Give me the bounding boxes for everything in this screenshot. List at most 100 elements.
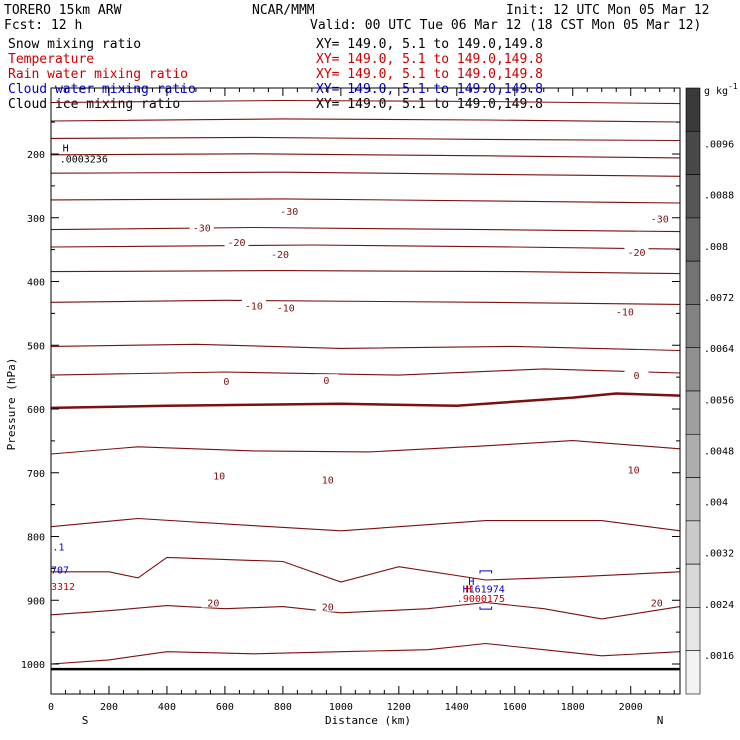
colorbar-swatch <box>685 217 701 262</box>
y-tick-label: 700 <box>27 469 45 480</box>
colorbar-label: .0024 <box>704 600 734 611</box>
colorbar-label: .0016 <box>704 651 734 662</box>
max-annotation: H <box>466 585 472 596</box>
colorbar-swatch <box>685 650 701 695</box>
isotherm-minus-50 <box>50 136 681 142</box>
field-snow-label: Snow mixing ratio <box>8 37 141 52</box>
isotherm-label-bg <box>315 473 340 485</box>
isotherm-lines <box>50 99 681 665</box>
colorbar-label: .0072 <box>704 293 734 304</box>
isotherm-label: 0 <box>223 377 229 388</box>
field-rain-xy: XY= 149.0, 5.1 to 149.0,149.8 <box>316 67 543 82</box>
colorbar-swatch <box>685 520 701 565</box>
colorbar-swatch <box>685 174 701 219</box>
cloud-water-bracket-lower <box>479 606 493 610</box>
max-annotation: .1 <box>52 543 64 554</box>
field-cloud-ice-label: Cloud ice mixing ratio <box>8 97 180 112</box>
isotherm-label: 20 <box>322 603 334 614</box>
isotherm-minus-20 <box>50 270 681 275</box>
valid-time: Valid: 00 UTC Tue 06 Mar 12 (18 CST Mon … <box>310 18 701 33</box>
x-tick-label: 1000 <box>329 702 353 713</box>
isotherm-label: 20 <box>207 599 219 610</box>
isotherm-label: -30 <box>651 214 669 225</box>
isotherm-10 <box>50 517 681 532</box>
isotherm-label: -30 <box>193 224 211 235</box>
isotherm-label-bg <box>624 369 649 381</box>
isotherm-label-bg <box>644 596 669 608</box>
max-annotation: .0003236 <box>60 154 108 165</box>
isotherm-label-bg <box>267 248 292 260</box>
y-tick-label: 600 <box>27 405 45 416</box>
isotherm-label: -10 <box>277 303 295 314</box>
isotherm-label: -10 <box>245 301 263 312</box>
isotherm-label-bg <box>273 301 298 313</box>
isotherm-label-bg <box>314 374 339 386</box>
x-tick-label: 1200 <box>387 702 411 713</box>
x-tick-label: 600 <box>216 702 234 713</box>
colorbar-label: .0088 <box>704 191 734 202</box>
x-tick-label: 2000 <box>619 702 643 713</box>
init-time: Init: 12 UTC Mon 05 Mar 12 <box>506 3 710 18</box>
isotherm-label: -30 <box>280 207 298 218</box>
field-cloud-ice-xy: XY= 149.0, 5.1 to 149.0,149.8 <box>316 97 543 112</box>
colorbar-swatch <box>685 433 701 478</box>
colorbar-swatch <box>685 607 701 652</box>
isotherm-label: 20 <box>651 599 663 610</box>
x-axis-left-end: S <box>82 714 89 727</box>
y-tick-label: 1000 <box>21 660 45 671</box>
colorbar: .0096 .0088 .008 .0072 .0064 .0056 .0048 .004 .0… <box>685 87 734 695</box>
isotherm-labels: -30 -30 -30 -20 -20 -20 -10 -10 -10 0 0 0 10 10 10 20 20… <box>189 205 672 614</box>
max-annotation: 3312 <box>51 582 75 593</box>
y-tick-label: 400 <box>27 278 45 289</box>
x-tick-label: 400 <box>158 702 176 713</box>
isotherm-minus-45 <box>50 153 681 159</box>
y-tick-label: 800 <box>27 533 45 544</box>
x-tick-label: 1600 <box>503 702 527 713</box>
colorbar-label: .008 <box>704 242 728 253</box>
isotherm-minus-60 <box>50 99 681 105</box>
isotherm-label-bg <box>224 235 249 247</box>
isotherm-label-bg <box>621 463 646 475</box>
forecast-hour: Fcst: 12 h <box>4 18 82 33</box>
x-tick-label: 200 <box>100 702 118 713</box>
colorbar-label: .0032 <box>704 549 734 560</box>
isotherm-label-bg <box>207 469 232 481</box>
isotherm-label: 10 <box>628 465 640 476</box>
field-rain-label: Rain water mixing ratio <box>8 67 188 82</box>
isotherm-minus-55 <box>50 118 681 123</box>
field-snow-xy: XY= 149.0, 5.1 to 149.0,149.8 <box>316 37 543 52</box>
isotherm-label-bg <box>277 205 302 217</box>
y-tick-label: 500 <box>27 341 45 352</box>
isotherm-label: -20 <box>271 250 289 261</box>
isotherm-minus-25 <box>50 244 681 250</box>
max-annotation: .9000175 <box>457 594 505 605</box>
cloud-water-bracket <box>479 570 493 574</box>
colorbar-swatch <box>685 87 701 132</box>
max-annotation: 707 <box>51 565 69 576</box>
isotherm-label-bg <box>241 299 266 311</box>
y-tick-label: 200 <box>27 150 45 161</box>
isotherm-5 <box>50 440 681 455</box>
isotherm-label-bg <box>315 600 340 612</box>
max-annotation: H <box>63 143 69 154</box>
colorbar-label: .0056 <box>704 395 734 406</box>
isotherm-minus-35 <box>50 198 681 204</box>
x-axis-label: Distance (km) <box>325 714 411 727</box>
isotherm-0 <box>50 392 681 410</box>
max-annotation: H <box>468 577 474 588</box>
isotherm-label-bg <box>189 221 214 233</box>
isotherm-20 <box>50 601 681 620</box>
colorbar-unit-exponent: -1 <box>728 82 738 91</box>
colorbar-swatch <box>685 563 701 608</box>
x-axis-ticks: 0 200 400 600 800 1000 1200 1400 1600 1800 2000 <box>48 88 675 713</box>
isotherm-minus-15 <box>50 299 681 305</box>
colorbar-swatch <box>685 477 701 522</box>
plot-frame <box>50 87 681 695</box>
isotherm-25 <box>50 642 681 665</box>
center-title: NCAR/MMM <box>252 3 315 18</box>
colorbar-swatch <box>685 304 701 349</box>
isotherm-label-bg <box>624 246 649 258</box>
isotherm-label: 10 <box>322 476 334 487</box>
